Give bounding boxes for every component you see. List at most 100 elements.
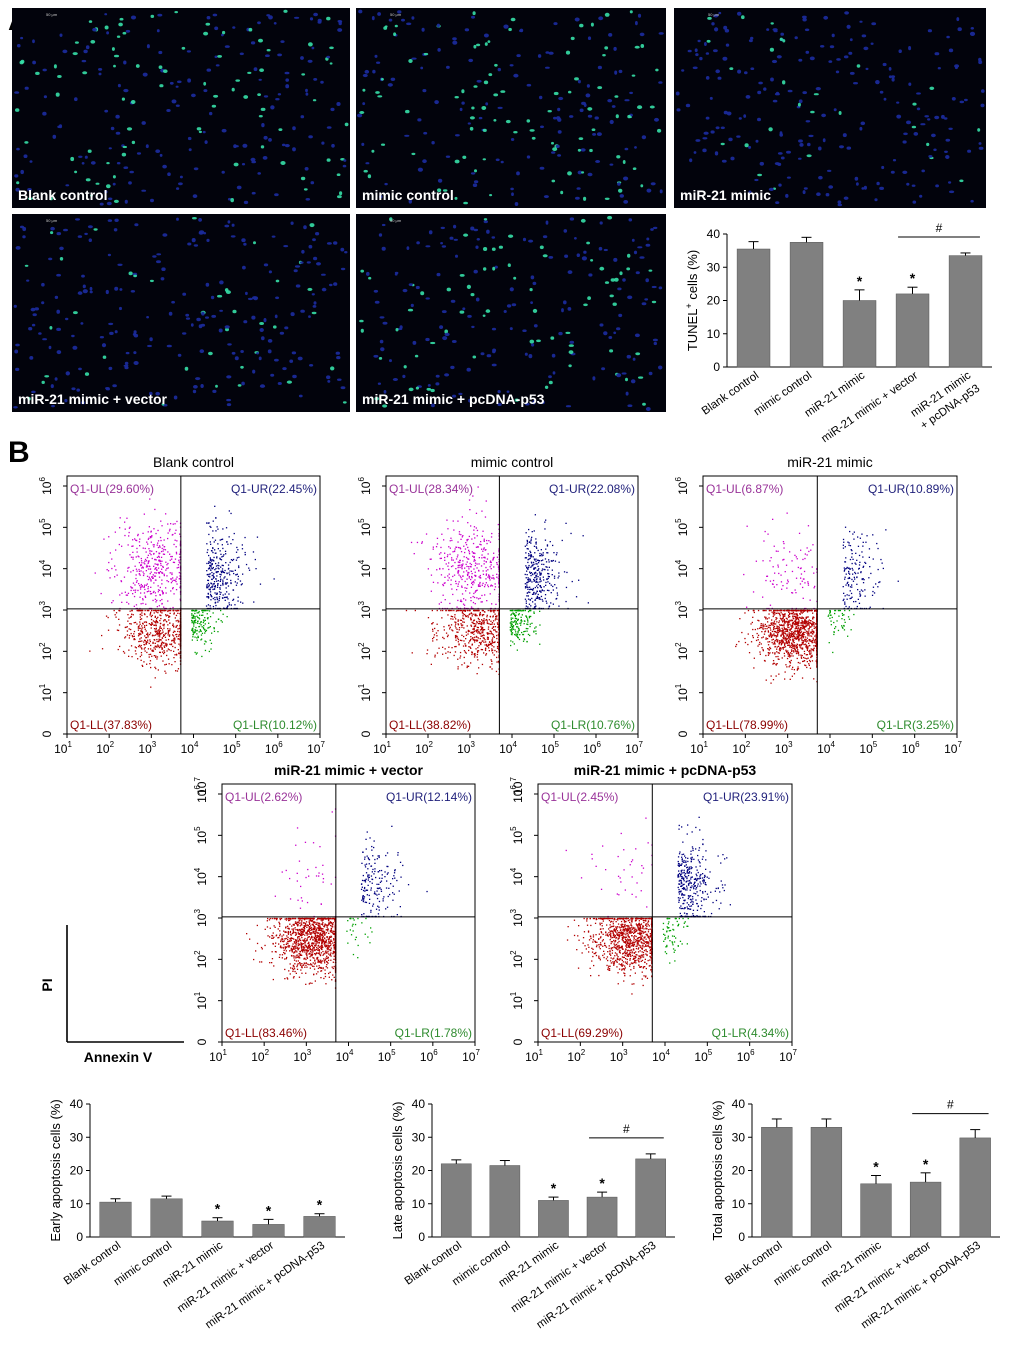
nucleus [58,124,63,129]
nucleus [452,40,458,45]
event-dot [114,565,116,567]
nucleus [516,54,521,58]
event-dot [516,623,519,625]
event-dot [808,619,810,621]
event-dot [755,639,758,642]
tunel-positive-nucleus [163,69,168,73]
event-dot [544,597,546,600]
event-dot [451,609,453,612]
nucleus [805,120,811,123]
event-dot [545,566,547,568]
event-dot [467,633,469,635]
event-dot [150,611,152,613]
event-dot [536,585,538,587]
event-dot [535,581,537,583]
event-dot [760,626,763,629]
nucleus [158,50,163,55]
nucleus [175,85,179,88]
event-dot [154,558,156,561]
event-dot [135,647,137,649]
nucleus [423,131,428,135]
event-dot [445,563,447,565]
nucleus [221,33,224,37]
event-dot [485,549,487,551]
nucleus [381,246,386,251]
nucleus [863,46,869,51]
event-dot [228,604,231,606]
tunel-positive-nucleus [469,126,474,131]
event-dot [161,572,164,574]
event-dot [208,533,210,536]
nucleus [90,161,96,165]
event-dot [124,591,126,593]
event-dot [511,625,513,627]
y-tick-label: 40 [707,227,721,241]
tunel-positive-nucleus [258,115,263,118]
nucleus [714,27,719,32]
event-dot [534,559,536,561]
event-dot [510,624,512,626]
event-dot [204,630,207,633]
nucleus [577,170,583,175]
event-dot [175,578,177,580]
event-dot [811,625,813,627]
nucleus [20,169,25,175]
nucleus [579,108,584,113]
tunel-positive-nucleus [423,52,429,56]
nucleus [275,296,280,300]
event-dot [476,626,479,629]
event-dot [172,588,174,590]
event-dot [534,514,536,516]
event-dot [463,604,466,606]
event-dot [782,624,784,626]
nucleus [333,282,338,286]
event-dot [172,577,174,579]
event-dot [491,639,494,641]
nucleus [313,301,317,305]
event-dot [474,609,476,612]
event-dot [493,629,495,631]
nucleus [182,332,187,335]
event-dot [476,615,478,617]
event-dot [525,557,528,559]
event-dot [793,641,795,644]
event-dot [526,595,528,597]
nucleus [289,359,294,363]
nucleus [78,367,82,371]
x-tick-label: 104 [499,740,517,756]
tunel-positive-nucleus [485,309,491,313]
event-dot [151,623,154,625]
event-dot [468,575,470,578]
event-dot [109,552,111,554]
event-dot [201,609,203,612]
event-dot [150,579,152,581]
nucleus [335,351,340,355]
event-dot [496,622,499,624]
nucleus [603,331,608,336]
event-dot [224,593,226,595]
event-dot [228,602,230,604]
event-dot [804,664,806,666]
tunel-positive-nucleus [625,377,628,382]
nucleus [951,97,956,101]
nucleus [467,122,471,125]
nucleus [693,151,697,154]
event-dot [177,566,180,569]
event-dot [131,545,133,547]
event-dot [481,640,483,642]
event-dot [533,567,536,570]
event-dot [239,580,242,582]
event-dot [175,589,178,591]
event-dot [516,626,518,628]
event-dot [178,635,180,637]
event-dot [163,620,165,622]
event-dot [169,612,171,614]
event-dot [155,622,157,624]
event-dot [156,658,158,660]
nucleus [295,284,301,288]
event-dot [163,574,165,577]
nucleus [646,188,652,193]
nucleus [623,200,629,204]
event-dot [808,650,810,653]
event-dot [227,598,229,600]
